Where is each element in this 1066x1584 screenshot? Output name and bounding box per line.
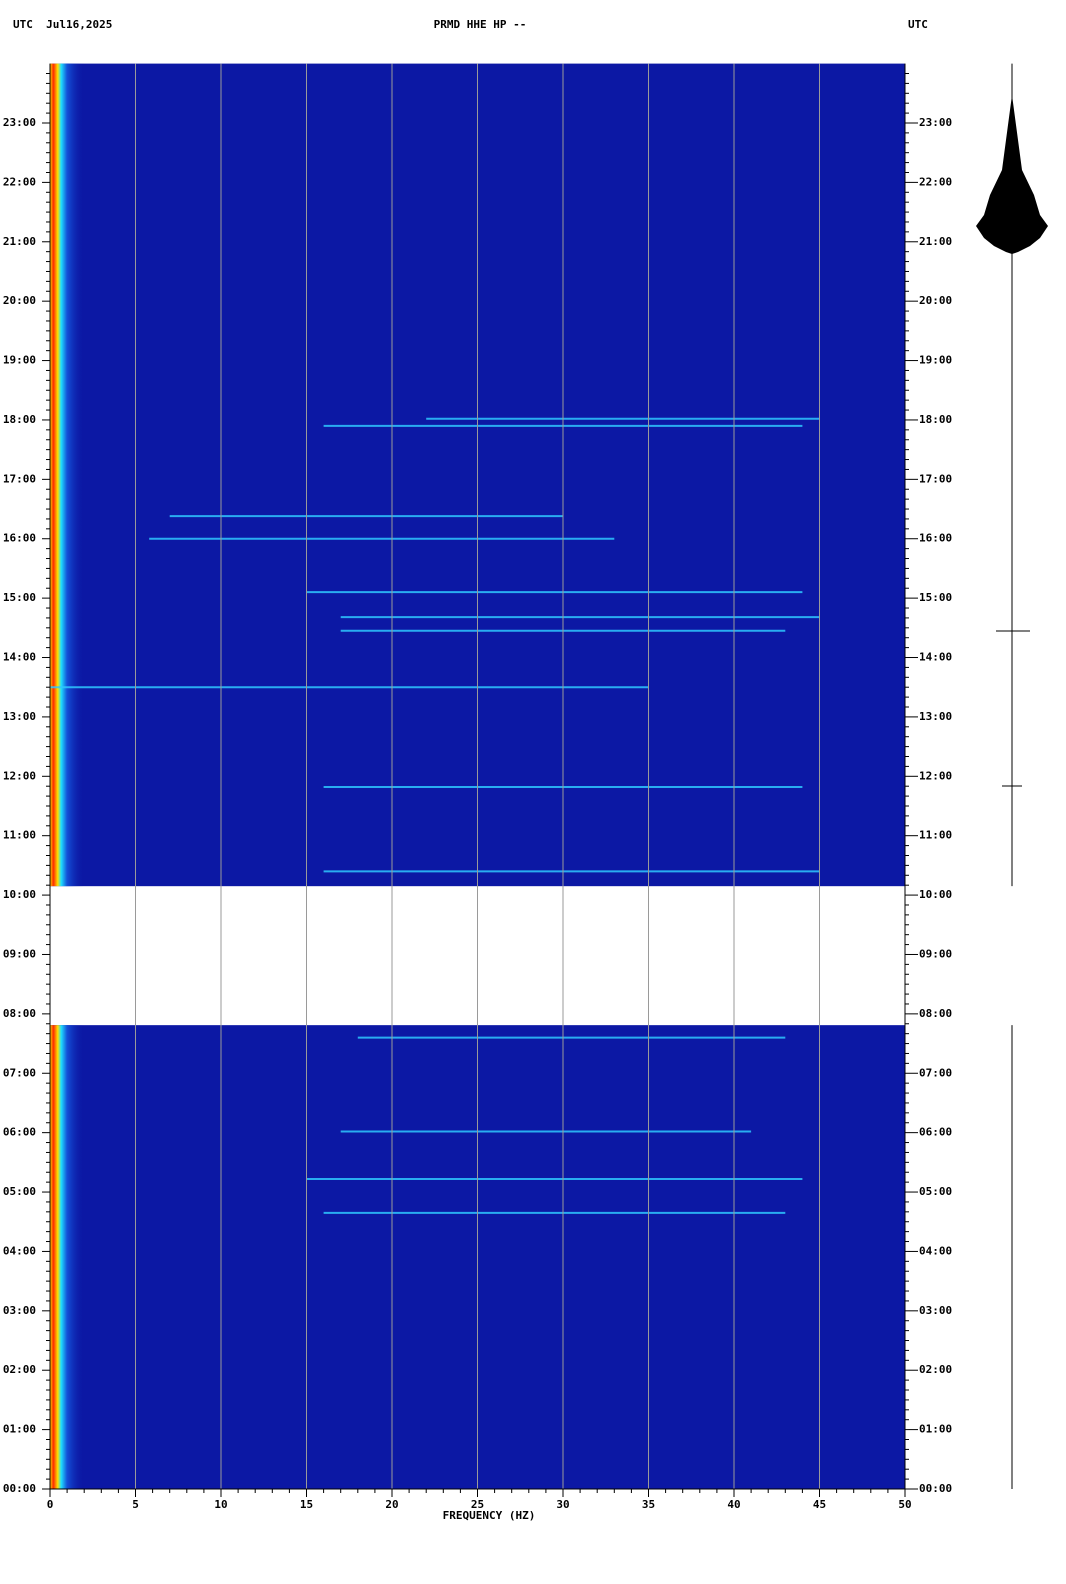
y-tick-label-right: 02:00 (919, 1363, 952, 1376)
x-tick-label: 0 (47, 1498, 54, 1511)
y-tick-label: 13:00 (3, 710, 36, 723)
y-tick-label-right: 17:00 (919, 472, 952, 485)
x-tick-label: 20 (385, 1498, 398, 1511)
x-tick-label: 25 (471, 1498, 484, 1511)
y-tick-label: 07:00 (3, 1066, 36, 1079)
y-tick-label-right: 20:00 (919, 294, 952, 307)
x-tick-label: 45 (813, 1498, 826, 1511)
y-tick-label: 15:00 (3, 591, 36, 604)
y-tick-label: 22:00 (3, 175, 36, 188)
y-tick-label: 18:00 (3, 413, 36, 426)
x-tick-label: 35 (642, 1498, 655, 1511)
x-tick-label: 40 (727, 1498, 740, 1511)
y-tick-label: 10:00 (3, 888, 36, 901)
y-tick-label: 14:00 (3, 651, 36, 664)
seismogram-burst (976, 95, 1048, 787)
y-tick-label-right: 21:00 (919, 235, 952, 248)
y-tick-label-right: 16:00 (919, 532, 952, 545)
y-tick-label: 12:00 (3, 769, 36, 782)
y-tick-label-right: 09:00 (919, 947, 952, 960)
y-tick-label: 19:00 (3, 354, 36, 367)
y-tick-label: 00:00 (3, 1482, 36, 1495)
header-right: UTC (908, 18, 928, 31)
y-tick-label-right: 19:00 (919, 354, 952, 367)
header-left: UTC Jul16,2025 (13, 18, 112, 31)
y-tick-label: 06:00 (3, 1126, 36, 1139)
y-tick-label-right: 23:00 (919, 116, 952, 129)
y-tick-label-right: 15:00 (919, 591, 952, 604)
y-tick-label-right: 08:00 (919, 1007, 952, 1020)
x-tick-label: 50 (898, 1498, 911, 1511)
y-tick-label-right: 14:00 (919, 651, 952, 664)
y-tick-label: 08:00 (3, 1007, 36, 1020)
x-tick-label: 30 (556, 1498, 569, 1511)
y-tick-label-right: 06:00 (919, 1126, 952, 1139)
y-tick-label: 11:00 (3, 829, 36, 842)
y-tick-label: 17:00 (3, 472, 36, 485)
y-tick-label-right: 01:00 (919, 1423, 952, 1436)
y-tick-label: 04:00 (3, 1244, 36, 1257)
y-tick-label: 20:00 (3, 294, 36, 307)
y-tick-label-right: 00:00 (919, 1482, 952, 1495)
y-tick-label: 02:00 (3, 1363, 36, 1376)
y-tick-label: 03:00 (3, 1304, 36, 1317)
y-tick-label-right: 05:00 (919, 1185, 952, 1198)
y-tick-label-right: 11:00 (919, 829, 952, 842)
y-tick-label-right: 03:00 (919, 1304, 952, 1317)
chart-title: PRMD HHE HP -- (434, 18, 527, 31)
y-tick-label: 05:00 (3, 1185, 36, 1198)
y-tick-label: 16:00 (3, 532, 36, 545)
x-tick-label: 10 (214, 1498, 227, 1511)
x-axis-title: FREQUENCY (HZ) (443, 1509, 536, 1522)
y-tick-label-right: 10:00 (919, 888, 952, 901)
y-tick-label-right: 07:00 (919, 1066, 952, 1079)
y-tick-label-right: 12:00 (919, 769, 952, 782)
y-tick-label: 21:00 (3, 235, 36, 248)
x-tick-label: 15 (300, 1498, 313, 1511)
y-tick-label: 01:00 (3, 1423, 36, 1436)
y-tick-label: 09:00 (3, 947, 36, 960)
y-tick-label-right: 18:00 (919, 413, 952, 426)
y-tick-label-right: 04:00 (919, 1244, 952, 1257)
y-tick-label-right: 22:00 (919, 175, 952, 188)
x-tick-label: 5 (132, 1498, 139, 1511)
y-tick-label: 23:00 (3, 116, 36, 129)
y-tick-label-right: 13:00 (919, 710, 952, 723)
